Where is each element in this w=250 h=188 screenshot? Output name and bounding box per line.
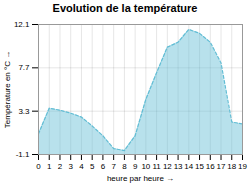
- svg-text:13: 13: [174, 162, 183, 171]
- svg-text:7.7: 7.7: [18, 63, 30, 72]
- svg-text:4: 4: [79, 162, 84, 171]
- svg-text:18: 18: [227, 162, 236, 171]
- svg-text:Température en °C →: Température en °C →: [3, 51, 12, 128]
- svg-text:12: 12: [163, 162, 172, 171]
- svg-text:15: 15: [195, 162, 204, 171]
- svg-text:11: 11: [152, 162, 161, 171]
- html-text:Evolution de la température: Evolution de la température: [52, 2, 198, 14]
- svg-text:7: 7: [111, 162, 116, 171]
- svg-text:8: 8: [122, 162, 127, 171]
- svg-text:3.3: 3.3: [18, 107, 30, 116]
- svg-text:14: 14: [184, 162, 193, 171]
- svg-text:1: 1: [47, 162, 52, 171]
- svg-text:0: 0: [36, 162, 41, 171]
- svg-text:3: 3: [68, 162, 73, 171]
- svg-text:16: 16: [206, 162, 215, 171]
- svg-text:2: 2: [58, 162, 63, 171]
- svg-text:17: 17: [217, 162, 226, 171]
- svg-text:6: 6: [101, 162, 106, 171]
- svg-text:heure par heure →: heure par heure →: [107, 174, 174, 183]
- svg-text:19: 19: [238, 162, 247, 171]
- svg-text:9: 9: [133, 162, 138, 171]
- svg-text:12.1: 12.1: [14, 20, 30, 29]
- svg-text:-1.1: -1.1: [16, 150, 30, 159]
- svg-text:5: 5: [90, 162, 95, 171]
- svg-text:10: 10: [141, 162, 150, 171]
